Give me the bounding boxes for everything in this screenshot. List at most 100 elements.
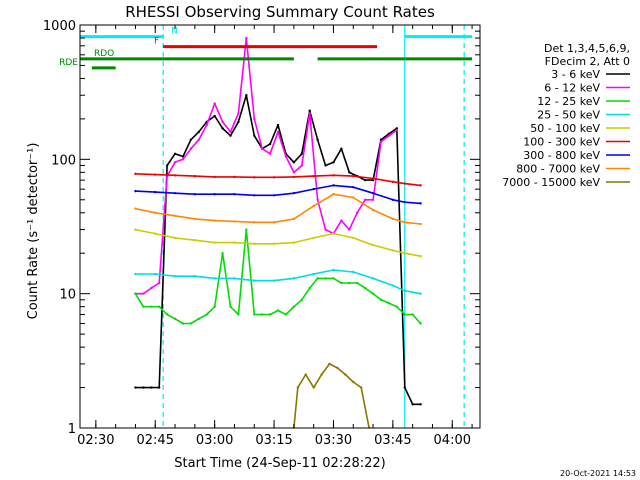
series-5-point [391,180,395,184]
series-0-point [237,120,240,124]
series-5-point [272,176,276,179]
legend-header-line: Det 1,3,4,5,6,9, [544,42,630,55]
series-4-point [193,239,197,242]
series-1-point [173,161,177,164]
axes: 02:30 02:45 03:00 03:15 03:30 03:45 04:00 1 10 10… [43,19,481,448]
series-1-point [181,158,185,161]
series-6-point [312,187,315,191]
series-0-point [308,109,311,112]
series-2-point [363,286,367,290]
series-2-point [213,305,216,308]
series-0-point [371,178,375,182]
x-tick-label: 03:45 [374,433,411,448]
series-4-point [134,228,137,231]
legend: Det 1,3,4,5,6,9,FDecim 2, Att 03 - 6 keV… [502,42,630,189]
series-1-point [237,112,240,115]
series-line-6 [135,184,421,205]
legend-entry-label: 800 - 7000 keV [516,163,600,176]
series-0-point [403,386,406,389]
series-0-point [213,114,216,118]
series-5-point [154,173,157,176]
series-2-point [308,286,311,290]
series-6-point [134,189,137,193]
series-2-point [419,322,422,325]
series-line-0 [135,94,421,406]
series-1-point [213,102,216,105]
series-0-point [134,386,137,389]
series-5-point [173,174,177,177]
series-5-point [419,184,422,187]
series-2-point [197,317,201,320]
series-6-point [253,194,256,197]
series-7-point [391,217,395,221]
series-2-point [158,305,161,308]
series-2-point [165,313,169,316]
series-5-point [371,177,375,180]
series-1-point [292,171,296,174]
series-2-point [150,305,153,308]
series-2-point [332,277,335,280]
series-7-point [134,207,137,210]
series-2-point [229,305,232,308]
series-0-point [411,403,414,406]
series-2-point [253,313,256,316]
series-line-1 [135,37,398,295]
legend-header-line: FDecim 2, Att 0 [545,55,630,68]
series-3-point [391,284,395,287]
series-7-point [253,221,256,224]
x-tick-label: 03:15 [255,433,292,448]
series-2-point [292,305,296,308]
series-4-point [173,236,177,240]
series-0-point [181,155,185,158]
series-7-point [154,211,157,214]
series-1-point [348,228,351,231]
x-tick-label: 02:30 [77,433,114,448]
series-7-point [292,217,296,221]
series-1-point [268,152,272,155]
series-3-point [134,272,137,276]
series-4-point [272,242,276,246]
series-4-point [253,242,256,246]
series-3-point [154,272,157,276]
series-0-point [419,403,422,406]
series-2-point [245,228,248,231]
series-8-point [320,373,323,376]
series-line-5 [135,173,421,187]
series-4-point [419,255,422,258]
series-5-point [312,174,315,178]
series-0-point [173,152,177,155]
series-6-point [391,198,395,201]
series-7-point [332,193,335,196]
series-1-point [276,130,280,134]
plot-frame [79,24,481,429]
x-axis-label: Start Time (24-Sep-11 02:28:22) [174,456,385,471]
series-2-point [371,292,375,295]
series-2-point [316,277,319,280]
series-layer [134,36,422,428]
series-4-point [292,241,296,244]
series-4-point [352,236,355,240]
series-1-point [158,281,161,285]
series-6-point [292,191,296,195]
series-3-point [193,274,197,278]
series-2-point [142,305,145,308]
series-8-point [304,373,307,376]
series-3-point [403,289,406,293]
series-4-point [213,241,216,244]
series-5-point [332,174,335,177]
flag-bars: N F RDO RDE [59,27,473,70]
series-3-point [292,277,296,280]
series-8-point [359,386,363,389]
series-6-point [332,184,335,187]
series-2-point [379,298,383,302]
series-8-point [312,386,315,389]
series-6-point [154,190,157,194]
series-line-4 [135,228,421,257]
legend-entry-label: 50 - 100 keV [530,122,600,135]
y-tick-label: 1000 [43,19,76,34]
series-8-point [296,386,300,389]
series-1-point [371,198,375,201]
series-2-point [260,313,264,316]
series-0-point [332,161,335,164]
series-1-point [356,211,359,214]
